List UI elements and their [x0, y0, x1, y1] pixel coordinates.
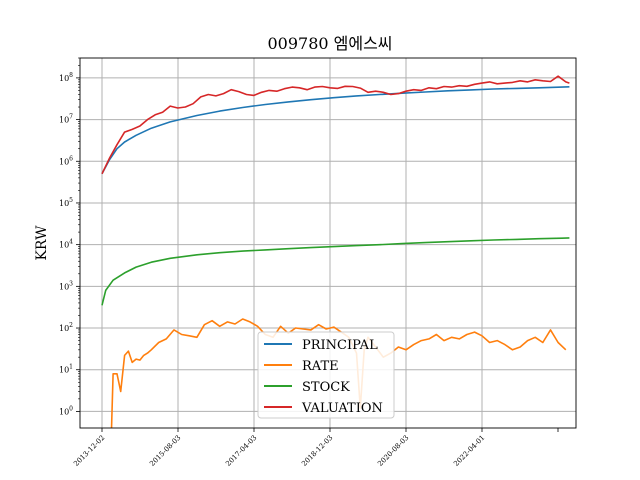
legend: PRINCIPAL RATE STOCK VALUATION [257, 331, 395, 419]
y-tick-label: 102 [59, 322, 73, 333]
x-tick-label: 2020-08-03 [376, 434, 410, 468]
series-line-principal [101, 86, 570, 175]
legend-label: PRINCIPAL [302, 338, 378, 353]
legend-box [257, 331, 395, 419]
y-tick-label: 103 [59, 280, 73, 291]
x-tick-label: 2015-08-03 [148, 434, 182, 468]
legend-label: STOCK [302, 380, 350, 395]
plot-frame [79, 57, 577, 429]
legend-label: VALUATION [301, 401, 383, 416]
x-tick-label: 2013-12-02 [72, 434, 106, 468]
series-lines [101, 75, 570, 428]
x-tick-label: 2022-04-01 [452, 434, 486, 468]
y-tick-label: 100 [59, 405, 73, 416]
y-tick-label: 108 [59, 72, 73, 83]
series-line-rate [110, 318, 567, 428]
y-tick-label: 107 [59, 114, 73, 125]
y-tick-label: 104 [59, 239, 73, 250]
y-tick-label: 101 [59, 364, 73, 375]
series-line-valuation [101, 75, 570, 175]
y-tick-label: 106 [59, 155, 73, 166]
legend-label: RATE [302, 359, 339, 374]
chart-title: 009780 엠에스씨 [267, 34, 392, 53]
x-tick-label: 2017-04-03 [224, 434, 258, 468]
y-tick-label: 105 [59, 197, 73, 208]
x-tick-label: 2018-12-03 [300, 434, 334, 468]
series-line-stock [101, 237, 570, 306]
y-axis-label: KRW [34, 225, 50, 261]
